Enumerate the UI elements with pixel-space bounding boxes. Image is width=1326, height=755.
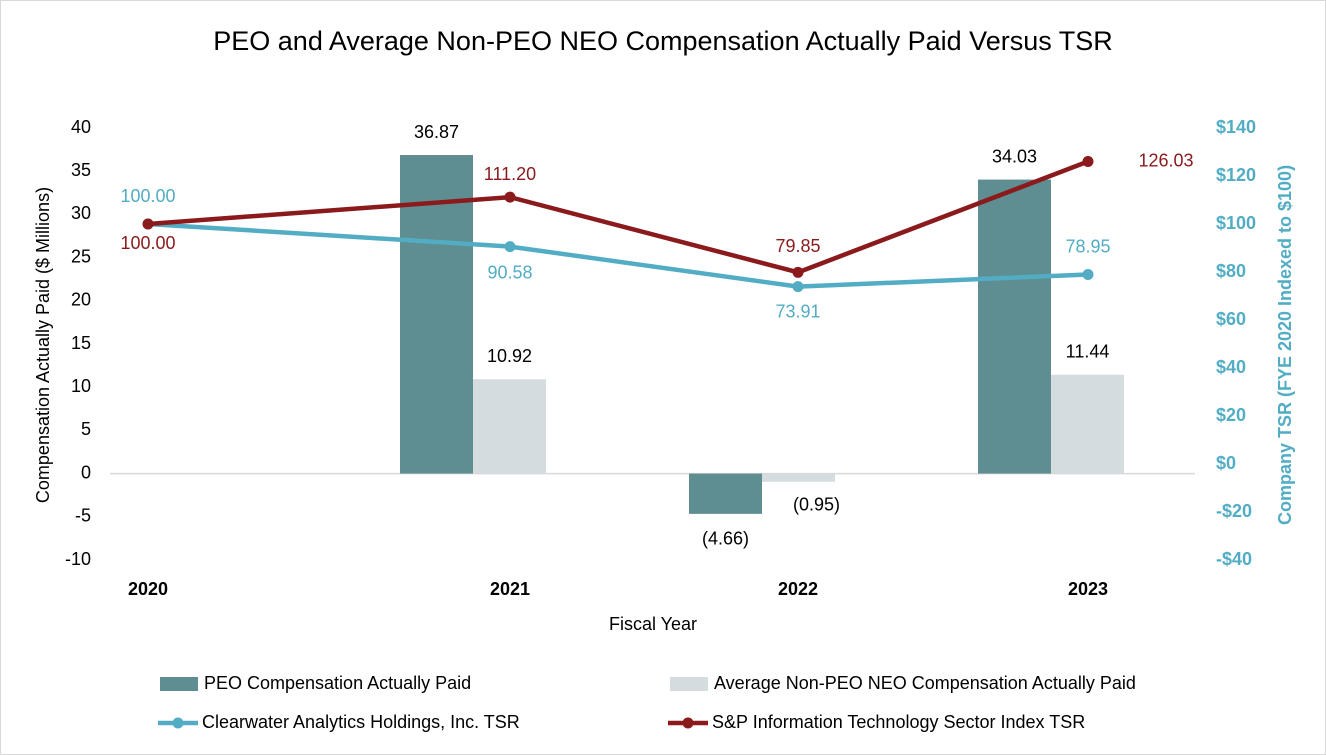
y2-tick-label: -$40 [1216, 549, 1252, 569]
y2-tick-label: -$20 [1216, 501, 1252, 521]
legend-marker [682, 717, 694, 729]
bar [1051, 374, 1124, 474]
x-tick-label: 2021 [490, 579, 530, 599]
data-label: 100.00 [120, 233, 175, 253]
line [147, 159, 1089, 275]
bar [762, 473, 835, 482]
data-label: 90.58 [487, 262, 532, 282]
y2-tick-label: $60 [1216, 309, 1246, 329]
y2-tick-label: $0 [1216, 453, 1236, 473]
line-marker [792, 266, 804, 278]
line-marker [1082, 156, 1094, 168]
y-tick-label: 15 [71, 333, 91, 353]
data-label: 100.00 [120, 186, 175, 206]
y-tick-label: 10 [71, 376, 91, 396]
y2-tick-label: $40 [1216, 357, 1246, 377]
legend-marker [172, 717, 184, 729]
y2-tick-label: $20 [1216, 405, 1246, 425]
legend-label: Clearwater Analytics Holdings, Inc. TSR [202, 712, 520, 732]
data-label: 10.92 [487, 346, 532, 366]
y-tick-label: 25 [71, 246, 91, 266]
legend-label: S&P Information Technology Sector Index … [712, 712, 1085, 732]
chart-title: PEO and Average Non-PEO NEO Compensation… [213, 26, 1113, 56]
data-label: 11.44 [1066, 342, 1110, 362]
legend-swatch [160, 677, 198, 691]
y2-tick-label: $100 [1216, 213, 1256, 233]
y2-tick-label: $80 [1216, 261, 1246, 281]
data-label: 126.03 [1138, 150, 1193, 170]
y-tick-label: 20 [71, 290, 91, 310]
line-marker [504, 191, 516, 203]
data-label: 73.91 [775, 301, 820, 321]
legend-swatch [670, 677, 708, 691]
data-label: (4.66) [702, 529, 749, 549]
legend-label: Average Non-PEO NEO Compensation Actuall… [714, 673, 1136, 693]
y-tick-label: -5 [75, 506, 91, 526]
data-label: 34.03 [992, 146, 1037, 166]
y-tick-label: -10 [65, 549, 91, 569]
data-label: (0.95) [793, 495, 840, 515]
bar [978, 179, 1051, 474]
bar [689, 473, 762, 514]
x-tick-label: 2020 [128, 579, 168, 599]
bar [473, 379, 546, 474]
line-marker [142, 218, 154, 230]
y-tick-label: 40 [71, 117, 91, 137]
y2-axis-title: Company TSR (FYE 2020 Indexed to $100) [1275, 165, 1295, 525]
line-marker [1082, 269, 1094, 281]
line-marker [504, 241, 516, 253]
bar [400, 155, 473, 474]
y2-tick-label: $140 [1216, 117, 1256, 137]
y-tick-label: 30 [71, 203, 91, 223]
data-label: 78.95 [1065, 236, 1110, 256]
y2-tick-label: $120 [1216, 165, 1256, 185]
y-tick-label: 35 [71, 160, 91, 180]
legend-label: PEO Compensation Actually Paid [204, 673, 471, 693]
y-axis-title: Compensation Actually Paid ($ Millions) [33, 187, 53, 503]
data-label: 36.87 [414, 122, 459, 142]
data-label: 79.85 [775, 236, 820, 256]
x-axis-title: Fiscal Year [609, 614, 697, 634]
line-marker [792, 281, 804, 293]
y-tick-label: 0 [81, 462, 91, 482]
x-tick-label: 2022 [778, 579, 818, 599]
data-label: 111.20 [484, 164, 536, 184]
y-tick-label: 5 [81, 419, 91, 439]
line [147, 221, 1089, 289]
x-tick-label: 2023 [1068, 579, 1108, 599]
